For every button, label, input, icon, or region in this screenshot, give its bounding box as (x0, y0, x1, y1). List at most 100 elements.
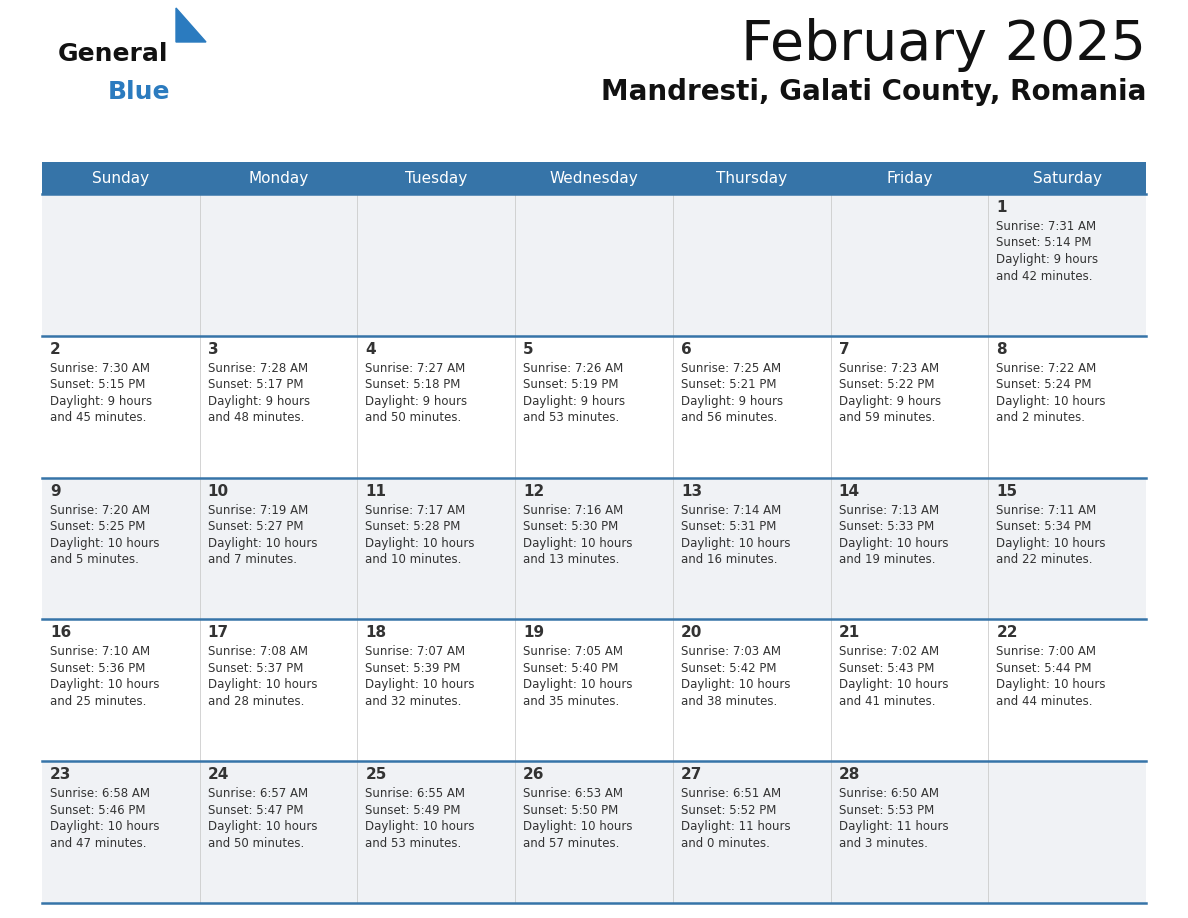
Text: Sunset: 5:17 PM: Sunset: 5:17 PM (208, 378, 303, 391)
Text: Sunset: 5:44 PM: Sunset: 5:44 PM (997, 662, 1092, 675)
Text: February 2025: February 2025 (741, 18, 1146, 72)
Text: Daylight: 10 hours: Daylight: 10 hours (366, 678, 475, 691)
Text: 23: 23 (50, 767, 71, 782)
Text: and 2 minutes.: and 2 minutes. (997, 411, 1086, 424)
Text: 8: 8 (997, 341, 1007, 357)
Text: Daylight: 9 hours: Daylight: 9 hours (839, 395, 941, 408)
Text: and 32 minutes.: and 32 minutes. (366, 695, 462, 708)
Text: 12: 12 (523, 484, 544, 498)
Text: 7: 7 (839, 341, 849, 357)
Text: Sunset: 5:34 PM: Sunset: 5:34 PM (997, 521, 1092, 533)
Text: Daylight: 10 hours: Daylight: 10 hours (208, 820, 317, 834)
Text: Sunset: 5:14 PM: Sunset: 5:14 PM (997, 237, 1092, 250)
Text: 16: 16 (50, 625, 71, 641)
Text: 9: 9 (50, 484, 61, 498)
Text: 26: 26 (523, 767, 544, 782)
Text: Sunrise: 7:16 AM: Sunrise: 7:16 AM (523, 504, 624, 517)
Text: Sunset: 5:30 PM: Sunset: 5:30 PM (523, 521, 619, 533)
Text: Daylight: 10 hours: Daylight: 10 hours (839, 537, 948, 550)
Text: 27: 27 (681, 767, 702, 782)
Bar (42, 194, 1146, 336)
Text: Sunrise: 6:55 AM: Sunrise: 6:55 AM (366, 788, 466, 800)
Text: Daylight: 10 hours: Daylight: 10 hours (523, 820, 633, 834)
Text: Sunset: 5:19 PM: Sunset: 5:19 PM (523, 378, 619, 391)
Text: Daylight: 9 hours: Daylight: 9 hours (681, 395, 783, 408)
Text: Sunrise: 7:11 AM: Sunrise: 7:11 AM (997, 504, 1097, 517)
Text: Daylight: 9 hours: Daylight: 9 hours (997, 253, 1099, 266)
Text: Sunset: 5:47 PM: Sunset: 5:47 PM (208, 803, 303, 817)
Text: and 0 minutes.: and 0 minutes. (681, 836, 770, 850)
Text: Daylight: 10 hours: Daylight: 10 hours (208, 537, 317, 550)
Text: Daylight: 10 hours: Daylight: 10 hours (997, 395, 1106, 408)
Text: 14: 14 (839, 484, 860, 498)
Text: and 56 minutes.: and 56 minutes. (681, 411, 777, 424)
Text: Sunrise: 7:17 AM: Sunrise: 7:17 AM (366, 504, 466, 517)
Text: 22: 22 (997, 625, 1018, 641)
Text: Sunset: 5:33 PM: Sunset: 5:33 PM (839, 521, 934, 533)
Text: Sunrise: 7:23 AM: Sunrise: 7:23 AM (839, 362, 939, 375)
Text: Sunrise: 7:28 AM: Sunrise: 7:28 AM (208, 362, 308, 375)
Text: Sunset: 5:24 PM: Sunset: 5:24 PM (997, 378, 1092, 391)
Text: Sunset: 5:27 PM: Sunset: 5:27 PM (208, 521, 303, 533)
Text: Daylight: 10 hours: Daylight: 10 hours (681, 678, 790, 691)
Text: 24: 24 (208, 767, 229, 782)
Text: Sunrise: 7:25 AM: Sunrise: 7:25 AM (681, 362, 781, 375)
Text: Sunset: 5:49 PM: Sunset: 5:49 PM (366, 803, 461, 817)
Text: Sunset: 5:21 PM: Sunset: 5:21 PM (681, 378, 776, 391)
Text: 6: 6 (681, 341, 691, 357)
Text: Sunset: 5:31 PM: Sunset: 5:31 PM (681, 521, 776, 533)
Text: Saturday: Saturday (1032, 171, 1101, 185)
Text: Sunset: 5:42 PM: Sunset: 5:42 PM (681, 662, 776, 675)
Text: Sunset: 5:40 PM: Sunset: 5:40 PM (523, 662, 619, 675)
Text: Daylight: 10 hours: Daylight: 10 hours (681, 537, 790, 550)
Text: 1: 1 (997, 200, 1006, 215)
Text: Daylight: 10 hours: Daylight: 10 hours (50, 820, 159, 834)
Text: and 47 minutes.: and 47 minutes. (50, 836, 146, 850)
Text: Sunrise: 7:10 AM: Sunrise: 7:10 AM (50, 645, 150, 658)
Text: Sunrise: 7:20 AM: Sunrise: 7:20 AM (50, 504, 150, 517)
Text: Sunrise: 6:50 AM: Sunrise: 6:50 AM (839, 788, 939, 800)
Text: and 50 minutes.: and 50 minutes. (366, 411, 462, 424)
Text: and 5 minutes.: and 5 minutes. (50, 554, 139, 566)
Text: Sunrise: 7:08 AM: Sunrise: 7:08 AM (208, 645, 308, 658)
Text: Sunrise: 6:57 AM: Sunrise: 6:57 AM (208, 788, 308, 800)
Text: Monday: Monday (248, 171, 309, 185)
Text: Sunset: 5:43 PM: Sunset: 5:43 PM (839, 662, 934, 675)
Text: 19: 19 (523, 625, 544, 641)
Text: Sunset: 5:39 PM: Sunset: 5:39 PM (366, 662, 461, 675)
Text: Sunrise: 7:05 AM: Sunrise: 7:05 AM (523, 645, 624, 658)
Text: 4: 4 (366, 341, 377, 357)
Text: Sunrise: 7:31 AM: Sunrise: 7:31 AM (997, 220, 1097, 233)
Text: and 45 minutes.: and 45 minutes. (50, 411, 146, 424)
Text: and 41 minutes.: and 41 minutes. (839, 695, 935, 708)
Text: 20: 20 (681, 625, 702, 641)
Text: Mandresti, Galati County, Romania: Mandresti, Galati County, Romania (601, 78, 1146, 106)
Text: and 50 minutes.: and 50 minutes. (208, 836, 304, 850)
Text: and 35 minutes.: and 35 minutes. (523, 695, 619, 708)
Text: and 48 minutes.: and 48 minutes. (208, 411, 304, 424)
Text: Daylight: 9 hours: Daylight: 9 hours (50, 395, 152, 408)
Text: Sunset: 5:46 PM: Sunset: 5:46 PM (50, 803, 145, 817)
Text: Daylight: 10 hours: Daylight: 10 hours (523, 537, 633, 550)
Text: and 7 minutes.: and 7 minutes. (208, 554, 297, 566)
Text: and 22 minutes.: and 22 minutes. (997, 554, 1093, 566)
Text: and 38 minutes.: and 38 minutes. (681, 695, 777, 708)
Text: Sunrise: 7:19 AM: Sunrise: 7:19 AM (208, 504, 308, 517)
Text: and 10 minutes.: and 10 minutes. (366, 554, 462, 566)
Text: Friday: Friday (886, 171, 933, 185)
Text: Daylight: 11 hours: Daylight: 11 hours (839, 820, 948, 834)
Text: Sunrise: 7:02 AM: Sunrise: 7:02 AM (839, 645, 939, 658)
Text: and 13 minutes.: and 13 minutes. (523, 554, 619, 566)
Text: and 16 minutes.: and 16 minutes. (681, 554, 777, 566)
Text: Daylight: 9 hours: Daylight: 9 hours (366, 395, 468, 408)
Text: Sunset: 5:22 PM: Sunset: 5:22 PM (839, 378, 934, 391)
Text: Daylight: 10 hours: Daylight: 10 hours (997, 678, 1106, 691)
Text: Sunday: Sunday (93, 171, 150, 185)
Text: Sunrise: 7:07 AM: Sunrise: 7:07 AM (366, 645, 466, 658)
Text: Daylight: 9 hours: Daylight: 9 hours (208, 395, 310, 408)
Text: Sunrise: 7:26 AM: Sunrise: 7:26 AM (523, 362, 624, 375)
Text: 2: 2 (50, 341, 61, 357)
Text: and 19 minutes.: and 19 minutes. (839, 554, 935, 566)
Text: and 42 minutes.: and 42 minutes. (997, 270, 1093, 283)
Text: Daylight: 10 hours: Daylight: 10 hours (208, 678, 317, 691)
